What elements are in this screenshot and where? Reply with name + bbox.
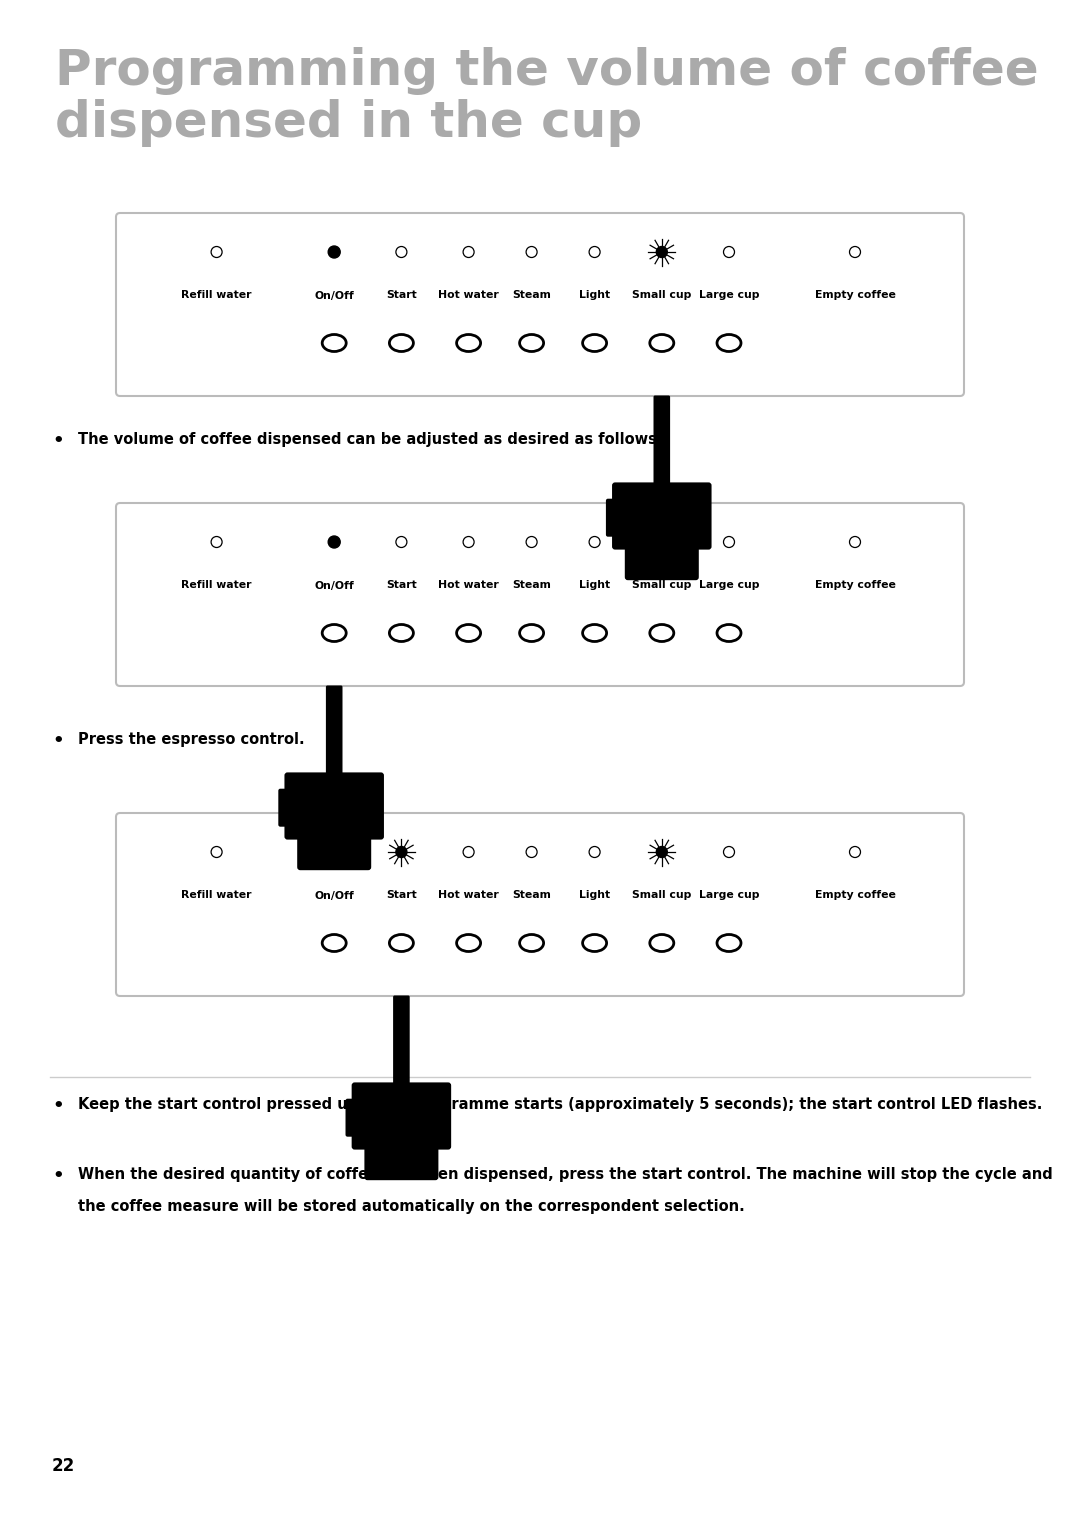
Circle shape [396,846,407,858]
FancyBboxPatch shape [346,1099,374,1136]
Text: Small cup: Small cup [632,890,691,901]
Text: Steam: Steam [512,580,551,591]
Circle shape [657,246,667,258]
Text: Large cup: Large cup [699,290,759,301]
FancyBboxPatch shape [625,538,699,580]
FancyBboxPatch shape [297,826,372,870]
Text: Empty coffee: Empty coffee [814,290,895,301]
FancyBboxPatch shape [364,1136,438,1180]
Circle shape [328,246,340,258]
FancyBboxPatch shape [612,483,712,550]
Text: the coffee measure will be stored automatically on the correspondent selection.: the coffee measure will be stored automa… [78,1199,745,1214]
Circle shape [328,846,340,858]
Text: 22: 22 [52,1457,76,1475]
Text: Start: Start [386,580,417,591]
Text: Press the espresso control.: Press the espresso control. [78,731,305,747]
Text: Refill water: Refill water [181,580,252,591]
Text: Steam: Steam [512,290,551,301]
Text: •: • [52,1096,64,1115]
FancyBboxPatch shape [312,774,337,797]
Text: Small cup: Small cup [632,290,691,301]
Text: Start: Start [386,290,417,301]
Text: On/Off: On/Off [314,290,354,301]
Text: Hot water: Hot water [438,290,499,301]
FancyBboxPatch shape [379,1084,405,1107]
FancyBboxPatch shape [279,789,306,826]
Text: Empty coffee: Empty coffee [814,890,895,901]
FancyBboxPatch shape [326,686,342,782]
FancyBboxPatch shape [659,484,684,507]
Circle shape [328,536,340,548]
Text: Start: Start [386,890,417,901]
FancyBboxPatch shape [361,1084,386,1107]
Text: Small cup: Small cup [632,580,691,591]
FancyBboxPatch shape [284,773,384,840]
FancyBboxPatch shape [399,1084,423,1107]
FancyBboxPatch shape [621,484,646,507]
Text: Hot water: Hot water [438,890,499,901]
FancyBboxPatch shape [640,484,665,507]
Text: Large cup: Large cup [699,580,759,591]
Text: Empty coffee: Empty coffee [814,580,895,591]
FancyBboxPatch shape [352,1083,451,1150]
Circle shape [657,846,667,858]
Text: When the desired quantity of coffee has been dispensed, press the start control.: When the desired quantity of coffee has … [78,1167,1053,1182]
Text: Hot water: Hot water [438,580,499,591]
Text: Light: Light [579,580,610,591]
FancyBboxPatch shape [653,395,670,492]
FancyBboxPatch shape [330,774,356,797]
Text: Steam: Steam [512,890,551,901]
FancyBboxPatch shape [606,499,634,536]
Text: Light: Light [579,290,610,301]
Text: •: • [52,731,64,750]
FancyBboxPatch shape [417,1084,442,1107]
FancyBboxPatch shape [116,502,964,686]
Text: Refill water: Refill water [181,290,252,301]
Text: On/Off: On/Off [314,890,354,901]
Text: On/Off: On/Off [314,580,354,591]
Text: The volume of coffee dispensed can be adjusted as desired as follows:: The volume of coffee dispensed can be ad… [78,432,663,447]
Text: dispensed in the cup: dispensed in the cup [55,99,643,147]
Text: •: • [52,432,64,450]
Text: Light: Light [579,890,610,901]
Text: •: • [52,1167,64,1185]
FancyBboxPatch shape [350,774,375,797]
FancyBboxPatch shape [116,212,964,395]
Text: Keep the start control pressed until the programme starts (approximately 5 secon: Keep the start control pressed until the… [78,1096,1042,1112]
FancyBboxPatch shape [677,484,702,507]
FancyBboxPatch shape [294,774,319,797]
FancyBboxPatch shape [393,996,409,1092]
Text: Refill water: Refill water [181,890,252,901]
FancyBboxPatch shape [116,812,964,996]
Text: Programming the volume of coffee: Programming the volume of coffee [55,47,1039,95]
Text: Large cup: Large cup [699,890,759,901]
